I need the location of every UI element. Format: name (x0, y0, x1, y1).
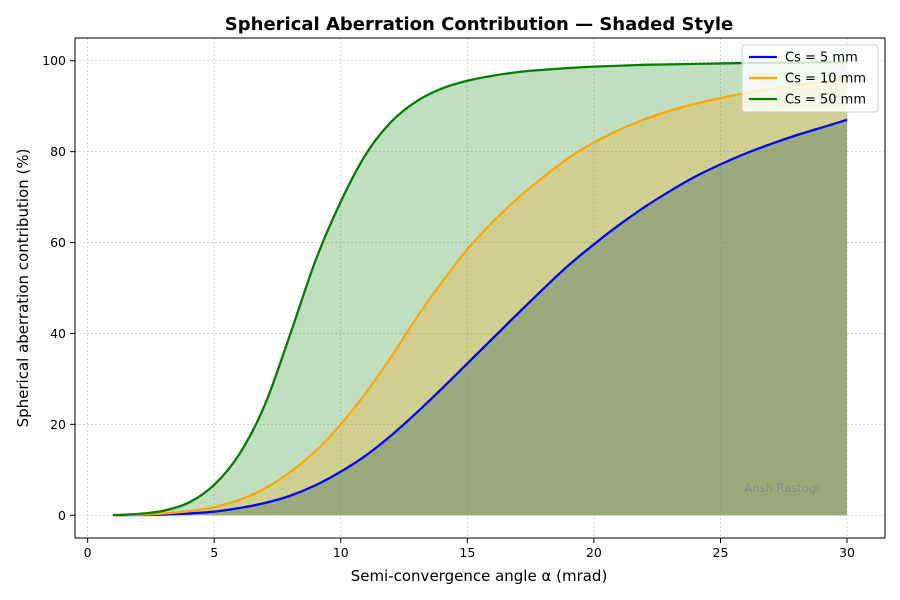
y-tick-label: 40 (50, 326, 66, 341)
series-line-cs-50-mm (112, 60, 848, 517)
y-tick-label: 0 (58, 508, 66, 523)
legend-label-cs-10-mm: Cs = 10 mm (785, 72, 866, 87)
y-tick-label: 100 (42, 53, 66, 68)
x-tick-label: 15 (459, 545, 475, 560)
legend: Cs = 5 mm Cs = 10 mm Cs = 50 mm (741, 44, 879, 113)
x-axis-ticks: 0 5 10 15 20 25 30 (84, 538, 855, 560)
y-tick-label: 60 (50, 235, 66, 250)
area-fills (112, 62, 848, 516)
y-axis-label: Spherical aberration contribution (%) (14, 149, 32, 428)
y-axis-ticks: 0 20 40 60 80 100 (42, 53, 75, 523)
legend-label-cs-5-mm: Cs = 5 mm (785, 51, 858, 66)
x-tick-label: 25 (713, 545, 729, 560)
plot-frame (74, 37, 886, 539)
legend-box (741, 44, 879, 113)
series-line-cs-5-mm (112, 118, 848, 517)
x-tick-label: 0 (84, 545, 92, 560)
x-tick-label: 20 (586, 545, 602, 560)
x-tick-label: 5 (210, 545, 218, 560)
area-fill-cs-5-mm (112, 119, 848, 516)
watermark: Ansh Rastogi (745, 481, 820, 495)
y-tick-label: 80 (50, 144, 66, 159)
series-line-cs-10-mm (112, 78, 848, 517)
x-tick-label: 30 (839, 545, 855, 560)
series-lines (112, 60, 848, 517)
x-axis-label: Semi-convergence angle α (mrad) (351, 567, 608, 585)
chart-title: Spherical Aberration Contribution — Shad… (225, 14, 733, 35)
x-tick-label: 10 (333, 545, 349, 560)
legend-label-cs-50-mm: Cs = 50 mm (785, 93, 866, 108)
y-tick-label: 20 (50, 417, 66, 432)
